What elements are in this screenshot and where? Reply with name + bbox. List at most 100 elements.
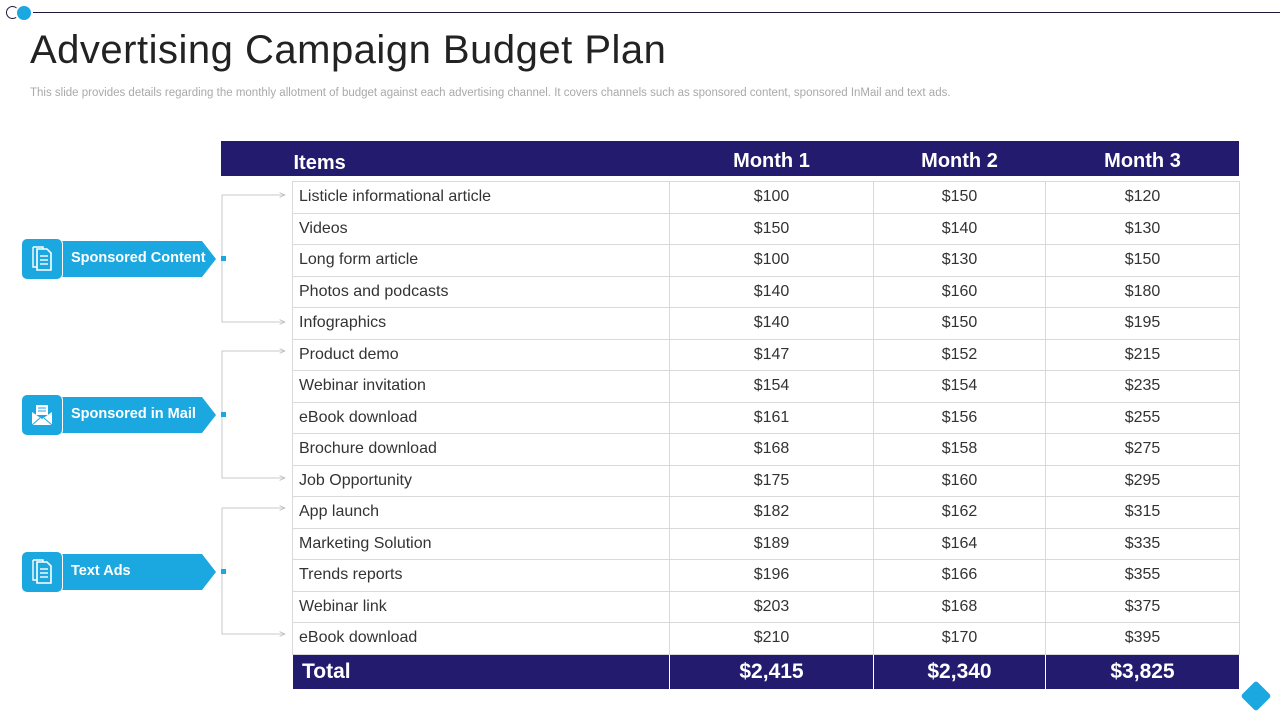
table-row: Long form article $100 $130 $150 [292,244,1240,277]
month-2-cell: $164 [873,527,1046,560]
item-cell: Webinar link [292,590,670,623]
month-3-cell: $315 [1045,496,1240,529]
month-2-cell: $150 [873,181,1046,214]
document-icon [21,238,63,280]
table-row: Product demo $147 $152 $215 [292,338,1240,371]
month-3-cell: $130 [1045,212,1240,245]
bracket-text-ads [221,507,285,634]
month-3-cell: $120 [1045,181,1240,214]
budget-table: Items Month 1 Month 2 Month 3 Listicle i… [292,141,1240,690]
month-2-cell: $166 [873,559,1046,592]
page-subtitle: This slide provides details regarding th… [30,87,951,99]
month-3-cell: $150 [1045,244,1240,277]
month-3-cell: $295 [1045,464,1240,497]
month-1-cell: $168 [669,433,874,466]
item-cell: App launch [292,496,670,529]
month-3-cell: $395 [1045,622,1240,655]
table-row: eBook download $161 $156 $255 [292,401,1240,434]
item-cell: Photos and podcasts [292,275,670,308]
document-icon [21,551,63,593]
month-1-cell: $182 [669,496,874,529]
month-2-cell: $168 [873,590,1046,623]
month-3-cell: $275 [1045,433,1240,466]
month-2-cell: $158 [873,433,1046,466]
table-row: Trends reports $196 $166 $355 [292,559,1240,592]
total-label: Total [292,654,670,690]
table-row: Webinar invitation $154 $154 $235 [292,370,1240,403]
table-row: Videos $150 $140 $130 [292,212,1240,245]
month-2-cell: $154 [873,370,1046,403]
item-cell: Job Opportunity [292,464,670,497]
column-header-month-3: Month 3 [1104,149,1181,172]
category-label: Sponsored in Mail [71,406,196,422]
category-sponsored-mail: Sponsored in Mail [21,394,216,436]
table-row: Marketing Solution $189 $164 $335 [292,527,1240,560]
category-sponsored-content: Sponsored Content [21,238,216,280]
table-row: Listicle informational article $100 $150 $1… [292,181,1240,214]
month-2-cell: $160 [873,275,1046,308]
month-1-cell: $210 [669,622,874,655]
circle-filled-ornament [15,4,33,22]
table-row: Photos and podcasts $140 $160 $180 [292,275,1240,308]
table-row: App launch $182 $162 $315 [292,496,1240,529]
month-2-cell: $140 [873,212,1046,245]
month-2-cell: $130 [873,244,1046,277]
column-header-month-2: Month 2 [921,149,998,172]
table-header-bar [221,141,1239,176]
page-title: Advertising Campaign Budget Plan [30,28,667,72]
category-label: Text Ads [71,563,131,579]
bracket-dot [221,256,226,261]
category-ribbon [41,397,216,433]
item-cell: Listicle informational article [292,181,670,214]
total-row: Total $2,415 $2,340 $3,825 [292,654,1240,690]
month-2-cell: $162 [873,496,1046,529]
month-3-cell: $335 [1045,527,1240,560]
bracket-sponsored-mail [221,350,285,478]
total-month-3: $3,825 [1045,654,1240,690]
bracket-dot [221,412,226,417]
category-ribbon [41,241,216,277]
month-3-cell: $195 [1045,307,1240,340]
item-cell: Webinar invitation [292,370,670,403]
month-1-cell: $147 [669,338,874,371]
table-row: Infographics $140 $150 $195 [292,307,1240,340]
month-2-cell: $156 [873,401,1046,434]
total-month-2: $2,340 [873,654,1046,690]
month-1-cell: $100 [669,244,874,277]
category-label: Sponsored Content [71,250,206,266]
item-cell: Brochure download [292,433,670,466]
item-cell: eBook download [292,622,670,655]
month-3-cell: $355 [1045,559,1240,592]
total-month-1: $2,415 [669,654,874,690]
month-1-cell: $140 [669,307,874,340]
month-3-cell: $375 [1045,590,1240,623]
month-2-cell: $152 [873,338,1046,371]
month-1-cell: $196 [669,559,874,592]
item-cell: Product demo [292,338,670,371]
item-cell: Marketing Solution [292,527,670,560]
month-1-cell: $175 [669,464,874,497]
table-row: Job Opportunity $175 $160 $295 [292,464,1240,497]
item-cell: Long form article [292,244,670,277]
month-1-cell: $150 [669,212,874,245]
bracket-dot [221,569,226,574]
column-header-month-1: Month 1 [733,149,810,172]
top-rule [20,12,1280,13]
item-cell: Trends reports [292,559,670,592]
month-1-cell: $140 [669,275,874,308]
category-text-ads: Text Ads [21,551,216,593]
month-3-cell: $255 [1045,401,1240,434]
month-1-cell: $161 [669,401,874,434]
table-row: Brochure download $168 $158 $275 [292,433,1240,466]
category-ribbon [41,554,216,590]
table-header-row: Items Month 1 Month 2 Month 3 [293,141,1240,182]
month-1-cell: $189 [669,527,874,560]
month-3-cell: $235 [1045,370,1240,403]
item-cell: Videos [292,212,670,245]
month-2-cell: $170 [873,622,1046,655]
month-2-cell: $150 [873,307,1046,340]
month-3-cell: $180 [1045,275,1240,308]
item-cell: eBook download [292,401,670,434]
column-header-items: Items [293,152,346,174]
month-1-cell: $154 [669,370,874,403]
